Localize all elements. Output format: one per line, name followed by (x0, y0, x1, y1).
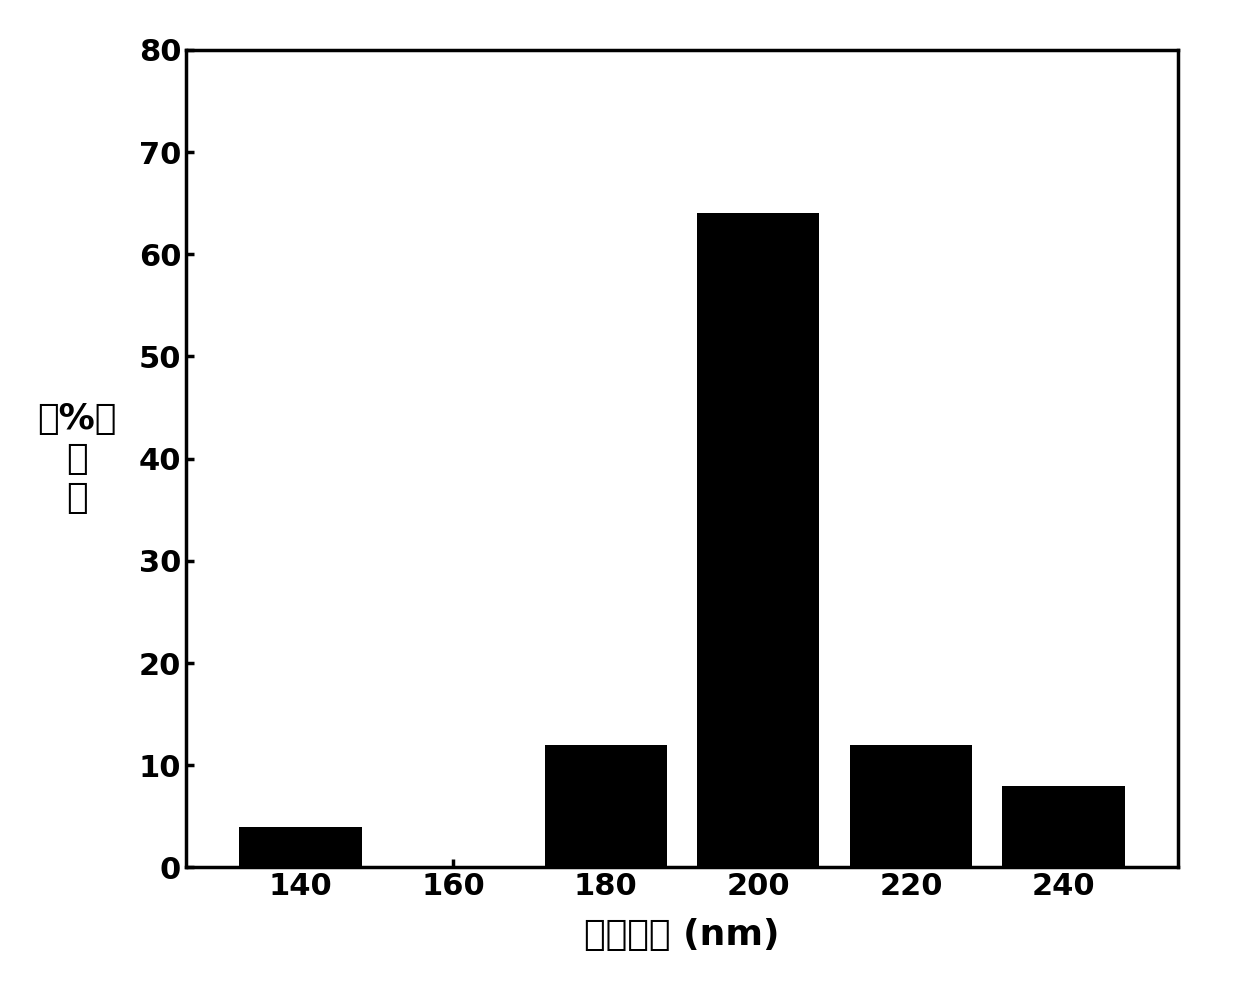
Bar (849, 745, 972, 867)
Bar (239, 827, 362, 867)
Bar (697, 213, 820, 867)
Bar (1002, 786, 1125, 867)
Bar (544, 745, 667, 867)
Text: （%）
数
量: （%） 数 量 (37, 402, 117, 515)
X-axis label: 粒径尺寸 (nm): 粒径尺寸 (nm) (584, 918, 780, 952)
